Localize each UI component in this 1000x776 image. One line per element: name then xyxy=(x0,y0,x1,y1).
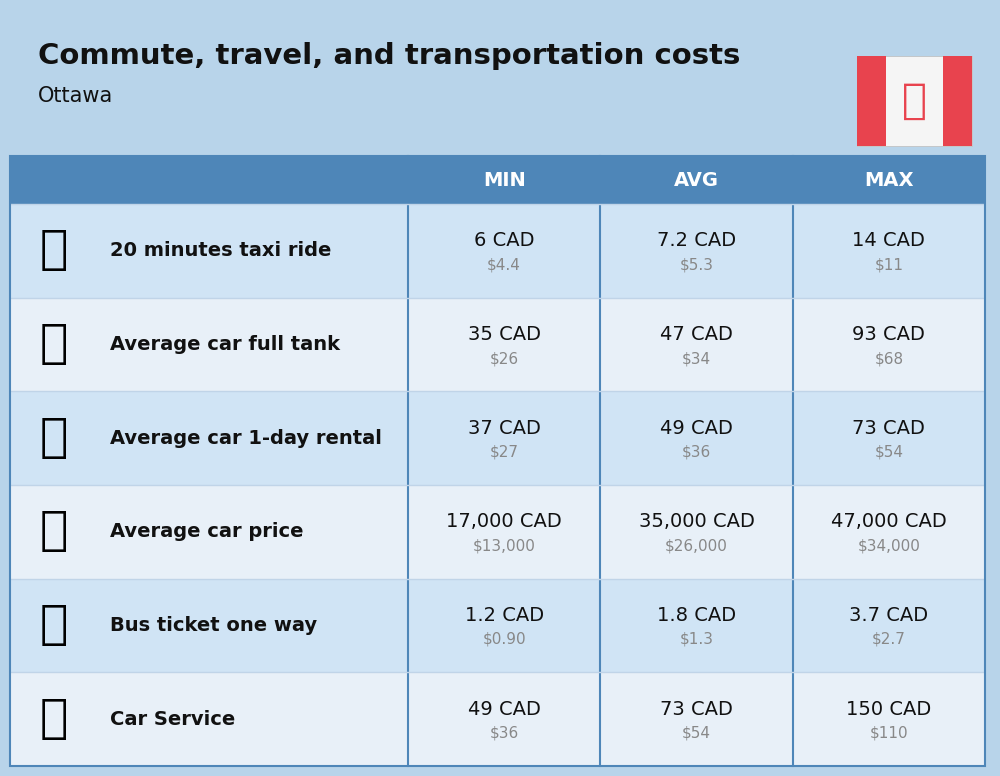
Text: $36: $36 xyxy=(682,445,711,459)
Text: 49 CAD: 49 CAD xyxy=(660,419,733,438)
FancyBboxPatch shape xyxy=(10,156,985,204)
Text: 1.2 CAD: 1.2 CAD xyxy=(465,606,544,625)
Text: $2.7: $2.7 xyxy=(872,632,906,647)
Text: 6 CAD: 6 CAD xyxy=(474,231,534,251)
Text: Average car full tank: Average car full tank xyxy=(110,335,340,354)
FancyBboxPatch shape xyxy=(857,56,972,146)
FancyBboxPatch shape xyxy=(10,672,985,766)
Text: 14 CAD: 14 CAD xyxy=(852,231,925,251)
Text: 47 CAD: 47 CAD xyxy=(660,325,733,344)
Text: 35 CAD: 35 CAD xyxy=(468,325,541,344)
Text: Average car price: Average car price xyxy=(110,522,304,542)
Text: 🚘: 🚘 xyxy=(40,509,68,554)
FancyBboxPatch shape xyxy=(10,579,985,672)
Text: $11: $11 xyxy=(874,258,903,272)
Text: $34: $34 xyxy=(682,351,711,366)
Text: 17,000 CAD: 17,000 CAD xyxy=(446,512,562,532)
Text: 🚗: 🚗 xyxy=(40,416,68,461)
Text: 🚙: 🚙 xyxy=(40,697,68,742)
Text: $26,000: $26,000 xyxy=(665,539,728,553)
Text: AVG: AVG xyxy=(674,171,719,189)
Text: 47,000 CAD: 47,000 CAD xyxy=(831,512,947,532)
FancyBboxPatch shape xyxy=(943,56,972,146)
Text: 73 CAD: 73 CAD xyxy=(660,700,733,719)
Text: $110: $110 xyxy=(870,726,908,740)
Text: 🍁: 🍁 xyxy=(902,80,927,122)
Text: 1.8 CAD: 1.8 CAD xyxy=(657,606,736,625)
Text: 20 minutes taxi ride: 20 minutes taxi ride xyxy=(110,241,331,260)
Text: $1.3: $1.3 xyxy=(680,632,714,647)
Text: ⛽: ⛽ xyxy=(40,322,68,367)
FancyBboxPatch shape xyxy=(10,204,985,298)
Text: $5.3: $5.3 xyxy=(680,258,714,272)
Text: $27: $27 xyxy=(490,445,519,459)
Text: $54: $54 xyxy=(874,445,903,459)
Text: 35,000 CAD: 35,000 CAD xyxy=(639,512,754,532)
Text: $36: $36 xyxy=(490,726,519,740)
Text: Commute, travel, and transportation costs: Commute, travel, and transportation cost… xyxy=(38,42,740,70)
FancyBboxPatch shape xyxy=(10,485,985,579)
Text: 7.2 CAD: 7.2 CAD xyxy=(657,231,736,251)
Text: Ottawa: Ottawa xyxy=(38,86,113,106)
Text: Bus ticket one way: Bus ticket one way xyxy=(110,616,317,635)
FancyBboxPatch shape xyxy=(857,56,886,146)
Text: $26: $26 xyxy=(490,351,519,366)
Text: MAX: MAX xyxy=(864,171,914,189)
Text: $4.4: $4.4 xyxy=(487,258,521,272)
Text: $13,000: $13,000 xyxy=(473,539,536,553)
Text: $0.90: $0.90 xyxy=(482,632,526,647)
Text: MIN: MIN xyxy=(483,171,526,189)
Text: $34,000: $34,000 xyxy=(857,539,920,553)
Text: Car Service: Car Service xyxy=(110,710,235,729)
Text: 150 CAD: 150 CAD xyxy=(846,700,931,719)
Text: 93 CAD: 93 CAD xyxy=(852,325,925,344)
Text: Average car 1-day rental: Average car 1-day rental xyxy=(110,428,382,448)
Text: 73 CAD: 73 CAD xyxy=(852,419,925,438)
Text: 3.7 CAD: 3.7 CAD xyxy=(849,606,928,625)
FancyBboxPatch shape xyxy=(10,298,985,391)
Text: 49 CAD: 49 CAD xyxy=(468,700,541,719)
Text: 🚌: 🚌 xyxy=(40,603,68,648)
Text: 🚕: 🚕 xyxy=(40,228,68,273)
Text: $68: $68 xyxy=(874,351,903,366)
Text: $54: $54 xyxy=(682,726,711,740)
FancyBboxPatch shape xyxy=(10,391,985,485)
Text: 37 CAD: 37 CAD xyxy=(468,419,541,438)
